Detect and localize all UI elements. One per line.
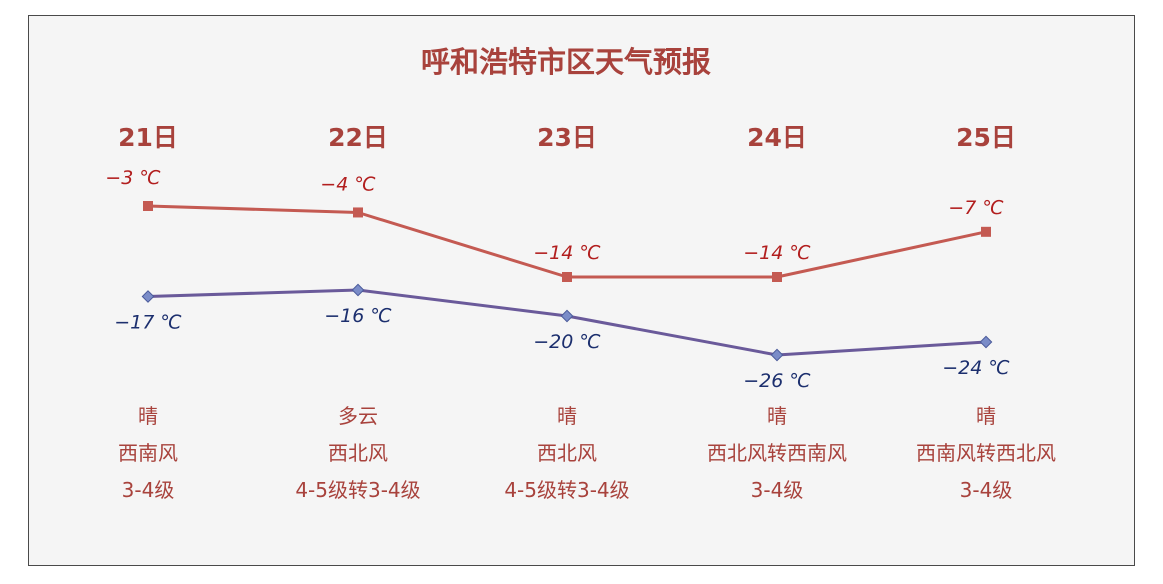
weather-label-3: 晴 xyxy=(557,404,577,428)
low-temp-point-5 xyxy=(979,335,993,349)
day-label-1: 21日 xyxy=(118,123,178,152)
day-label-4: 24日 xyxy=(747,123,807,152)
wind-level-label-2: 4-5级转3-4级 xyxy=(295,478,420,502)
high-temp-label-3: −14 ℃ xyxy=(533,242,601,264)
day-label-3: 23日 xyxy=(537,123,597,152)
low-temp-label-1: −17 ℃ xyxy=(114,312,182,334)
low-temp-point-2 xyxy=(351,283,365,297)
high-temp-label-1: −3 ℃ xyxy=(105,167,161,189)
wind-level-label-3: 4-5级转3-4级 xyxy=(504,478,629,502)
weather-label-5: 晴 xyxy=(976,404,996,428)
wind-direction-label-3: 西北风 xyxy=(537,441,597,465)
low-temp-point-1 xyxy=(141,290,155,303)
weather-label-2: 多云 xyxy=(338,404,378,428)
low-temp-point-4 xyxy=(770,348,784,362)
weather-label-1: 晴 xyxy=(138,404,158,428)
wind-direction-label-2: 西北风 xyxy=(328,441,388,465)
high-temp-point-3 xyxy=(562,272,572,282)
wind-direction-label-1: 西南风 xyxy=(118,441,178,465)
high-temp-label-5: −7 ℃ xyxy=(948,197,1004,219)
low-temp-label-2: −16 ℃ xyxy=(324,305,392,327)
low-temp-label-4: −26 ℃ xyxy=(743,370,811,392)
high-temp-label-4: −14 ℃ xyxy=(743,242,811,264)
wind-level-label-5: 3-4级 xyxy=(960,478,1013,502)
high-temp-point-5 xyxy=(981,226,991,237)
day-label-5: 25日 xyxy=(956,123,1016,152)
wind-level-label-4: 3-4级 xyxy=(751,478,804,502)
high-temp-point-1 xyxy=(143,201,153,211)
high-temp-point-2 xyxy=(353,207,363,218)
weather-label-4: 晴 xyxy=(767,404,787,428)
low-temp-label-5: −24 ℃ xyxy=(942,357,1010,379)
high-temp-label-2: −4 ℃ xyxy=(320,173,376,195)
day-label-2: 22日 xyxy=(328,123,388,152)
wind-direction-label-4: 西北风转西南风 xyxy=(707,441,847,465)
low-temp-point-3 xyxy=(560,309,574,323)
low-temp-label-3: −20 ℃ xyxy=(533,331,601,353)
chart-frame xyxy=(28,15,1135,566)
wind-level-label-1: 3-4级 xyxy=(122,478,175,502)
chart-title: 呼和浩特市区天气预报 xyxy=(421,45,711,79)
wind-direction-label-5: 西南风转西北风 xyxy=(916,441,1056,465)
high-temp-point-4 xyxy=(772,272,782,282)
